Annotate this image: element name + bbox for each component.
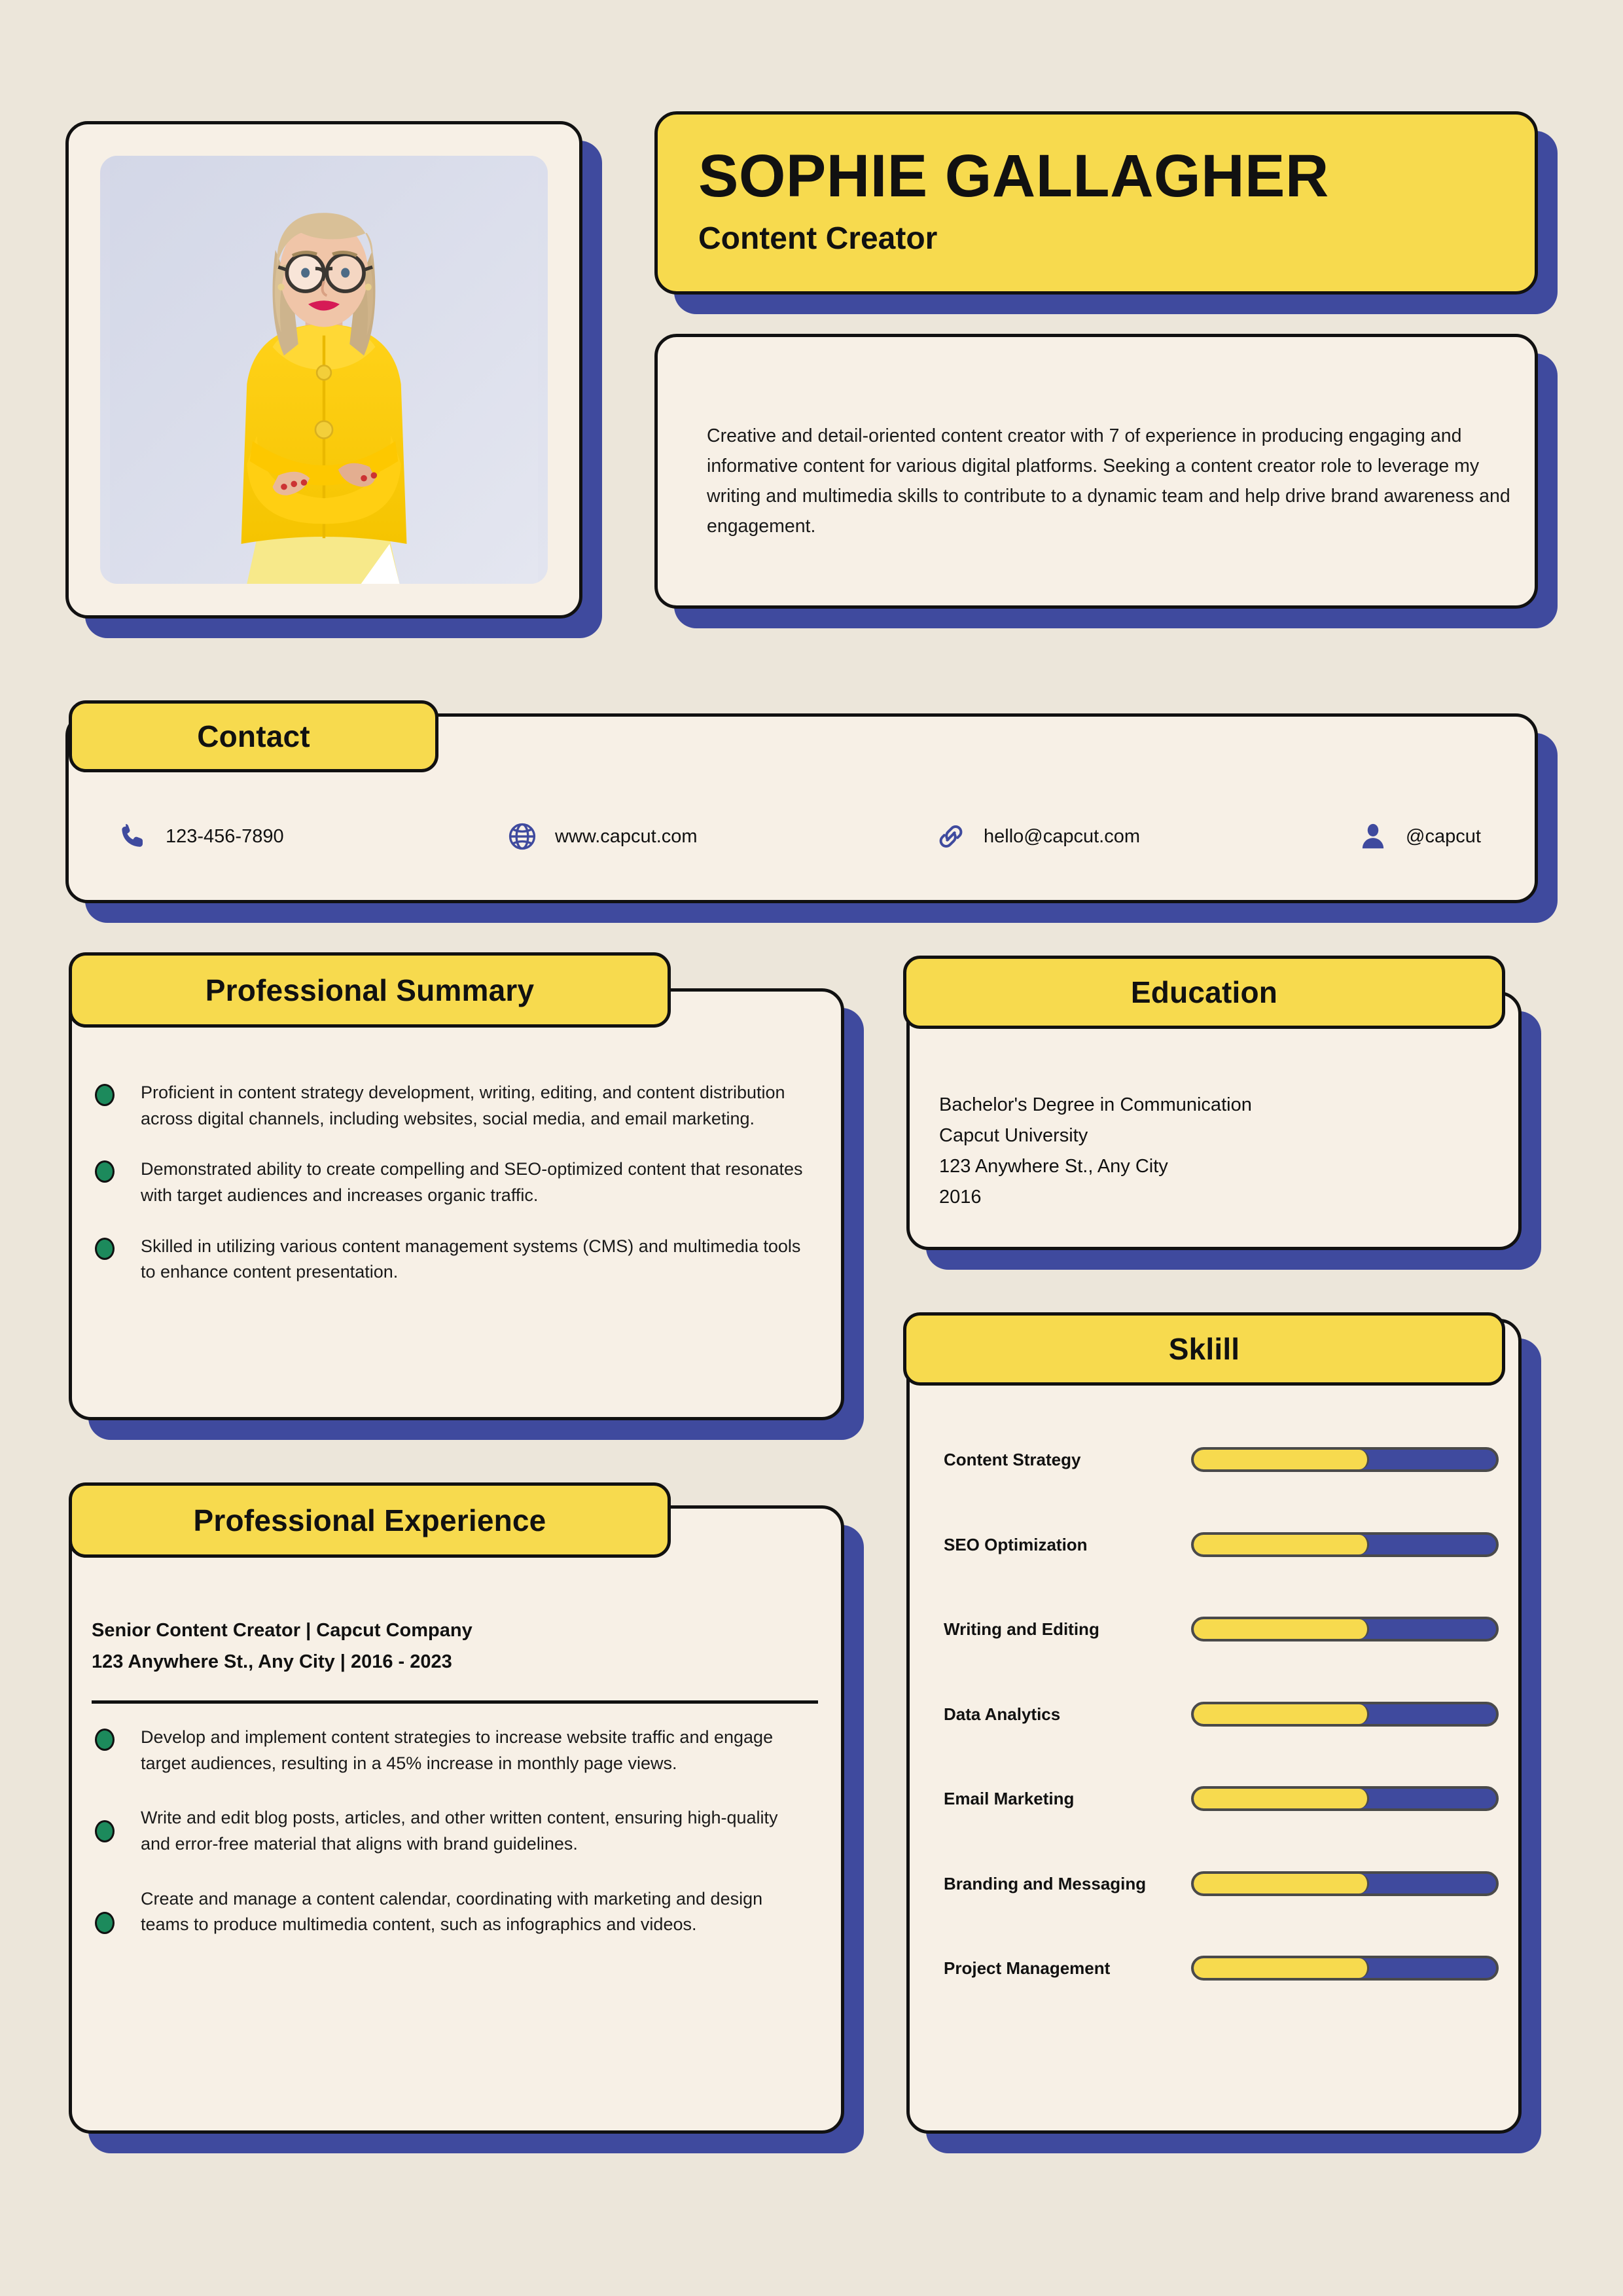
name-banner: SOPHIE GALLAGHER Content Creator — [654, 111, 1538, 295]
education-tab: Education — [903, 956, 1505, 1029]
skill-progress-fill — [1194, 1958, 1369, 1978]
photo-card — [65, 121, 582, 619]
contact-item-handle[interactable]: @capcut — [1355, 818, 1481, 855]
bullet-text: Write and edit blog posts, articles, and… — [141, 1808, 778, 1854]
summary-intro-text: Creative and detail-oriented content cre… — [707, 425, 1510, 537]
skill-progress-fill — [1194, 1619, 1369, 1639]
bullet-dot-icon — [95, 1912, 115, 1935]
contact-item-phone[interactable]: 123-456-7890 — [115, 818, 284, 855]
phone-icon — [115, 818, 151, 855]
bullet-dot-icon — [95, 1237, 115, 1260]
person-glyph — [1362, 823, 1384, 849]
education-school: Capcut University — [939, 1124, 1088, 1146]
skill-progress-fill — [1194, 1789, 1369, 1808]
bullet-text: Demonstrated ability to create compellin… — [141, 1159, 803, 1206]
skill-progress-bar — [1191, 1786, 1499, 1811]
skill-progress-fill — [1194, 1535, 1369, 1554]
skill-progress-bar — [1191, 1871, 1499, 1896]
contact-title: Contact — [197, 719, 310, 753]
list-item: Develop and implement content strategies… — [95, 1725, 828, 1776]
bullet-dot-icon — [95, 1729, 115, 1751]
skill-label: Content Strategy — [944, 1449, 1081, 1469]
skill-progress-fill — [1194, 1450, 1369, 1469]
skills-list: Content Strategy SEO Optimization Writin… — [906, 1319, 1522, 2134]
bullet-dot-icon — [95, 1160, 115, 1183]
education-title: Education — [1130, 975, 1278, 1009]
contact-value-handle: @capcut — [1406, 825, 1481, 847]
skill-progress-bar — [1191, 1702, 1499, 1727]
skill-label: Branding and Messaging — [944, 1873, 1147, 1893]
skill-label: Writing and Editing — [944, 1619, 1099, 1639]
skill-progress-bar — [1191, 1617, 1499, 1641]
bullet-dot-icon — [95, 1084, 115, 1106]
skills-tab: Sklill — [903, 1312, 1505, 1386]
phone-glyph — [122, 824, 143, 847]
list-item: Demonstrated ability to create compellin… — [95, 1157, 828, 1208]
contact-item-website[interactable]: www.capcut.com — [504, 818, 698, 855]
bullet-dot-icon — [95, 1820, 115, 1843]
page-title: SOPHIE GALLAGHER — [698, 143, 1329, 209]
experience-divider — [92, 1700, 818, 1704]
contact-section-tab: Contact — [69, 700, 438, 772]
link-glyph — [939, 825, 963, 848]
prof-experience-bullets: Develop and implement content strategies… — [95, 1725, 828, 1938]
list-item: Skilled in utilizing various content man… — [95, 1234, 828, 1285]
skill-progress-bar — [1191, 1447, 1499, 1472]
summary-intro-card: Creative and detail-oriented content cre… — [654, 334, 1538, 609]
skill-progress-bar — [1191, 1532, 1499, 1557]
person-icon — [1355, 818, 1391, 855]
portrait-illustration — [110, 156, 538, 584]
prof-summary-bullets: Proficient in content strategy developme… — [95, 1080, 828, 1285]
bullet-text: Proficient in content strategy developme… — [141, 1083, 785, 1128]
prof-summary-title: Professional Summary — [205, 973, 535, 1007]
education-card — [906, 992, 1522, 1250]
skill-label: Project Management — [944, 1958, 1111, 1978]
bullet-text: Skilled in utilizing various content man… — [141, 1236, 801, 1282]
experience-job-title: Senior Content Creator | Capcut Company — [92, 1620, 473, 1641]
prof-experience-tab: Professional Experience — [69, 1482, 671, 1558]
job-role: Content Creator — [698, 221, 938, 256]
skill-progress-bar — [1191, 1956, 1499, 1981]
link-icon — [933, 818, 969, 855]
list-item: Write and edit blog posts, articles, and… — [95, 1805, 828, 1857]
skill-progress-fill — [1194, 1874, 1369, 1893]
education-year: 2016 — [939, 1186, 982, 1208]
skill-label: Data Analytics — [944, 1704, 1061, 1724]
contact-item-email[interactable]: hello@capcut.com — [933, 818, 1140, 855]
globe-icon — [504, 818, 541, 855]
prof-summary-card — [69, 988, 844, 1420]
education-details: Bachelor's Degree in Communication Capcu… — [939, 1090, 1495, 1213]
prof-experience-title: Professional Experience — [193, 1503, 546, 1537]
skill-progress-fill — [1194, 1704, 1369, 1724]
education-degree: Bachelor's Degree in Communication — [939, 1094, 1252, 1115]
skills-title: Sklill — [1168, 1332, 1240, 1366]
contact-value-email: hello@capcut.com — [984, 825, 1140, 847]
bullet-text: Create and manage a content calendar, co… — [141, 1888, 763, 1935]
experience-job-meta: 123 Anywhere St., Any City | 2016 - 2023 — [92, 1651, 452, 1672]
bullet-text: Develop and implement content strategies… — [141, 1727, 774, 1773]
list-item: Proficient in content strategy developme… — [95, 1080, 828, 1132]
avatar — [100, 156, 548, 584]
list-item: Create and manage a content calendar, co… — [95, 1886, 828, 1938]
education-address: 123 Anywhere St., Any City — [939, 1155, 1168, 1177]
prof-summary-tab: Professional Summary — [69, 952, 671, 1028]
prof-experience-card — [69, 1505, 844, 2134]
skill-label: SEO Optimization — [944, 1534, 1088, 1554]
globe-glyph — [508, 823, 536, 850]
skill-label: Email Marketing — [944, 1788, 1075, 1808]
contact-value-website: www.capcut.com — [555, 825, 698, 847]
contact-value-phone: 123-456-7890 — [166, 825, 284, 847]
